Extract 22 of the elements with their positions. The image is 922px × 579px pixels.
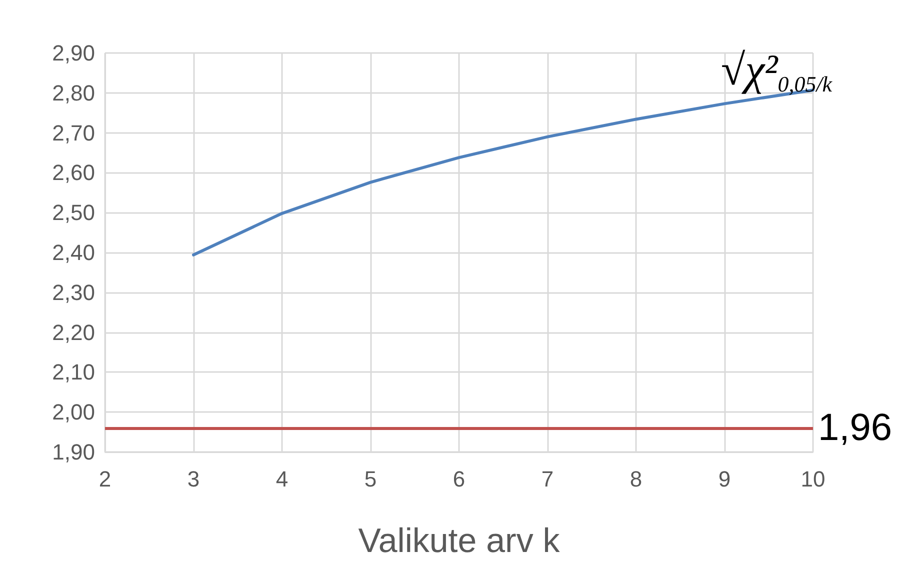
y-tick-label: 2,30 <box>52 280 95 305</box>
x-tick-label: 8 <box>630 466 642 492</box>
x-axis-title: Valikute arv k <box>358 522 561 560</box>
ref-line-label: 1,96 <box>818 407 892 450</box>
y-tick-label: 2,60 <box>52 160 95 186</box>
y-tick-label: 2,40 <box>52 240 95 265</box>
x-tick-label: 2 <box>98 466 112 492</box>
x-tick-label: 4 <box>276 466 288 492</box>
y-tick-label: 2,00 <box>52 400 95 425</box>
y-tick-label: 2,50 <box>52 200 95 226</box>
x-tick-label: 10 <box>800 466 826 492</box>
y-tick-label: 2,70 <box>52 120 95 146</box>
y-tick-label: 2,20 <box>52 320 95 345</box>
x-tick-label: 3 <box>187 466 200 492</box>
x-tick-label: 5 <box>364 466 377 492</box>
y-tick-label: 2,90 <box>52 40 95 66</box>
y-tick-label: 2,80 <box>52 80 95 106</box>
x-tick-label: 9 <box>718 466 731 492</box>
y-tick-label: 1,90 <box>52 440 95 464</box>
y-tick-label: 2,10 <box>52 360 95 385</box>
x-tick-label: 7 <box>541 466 554 492</box>
x-tick-label: 6 <box>452 466 466 492</box>
